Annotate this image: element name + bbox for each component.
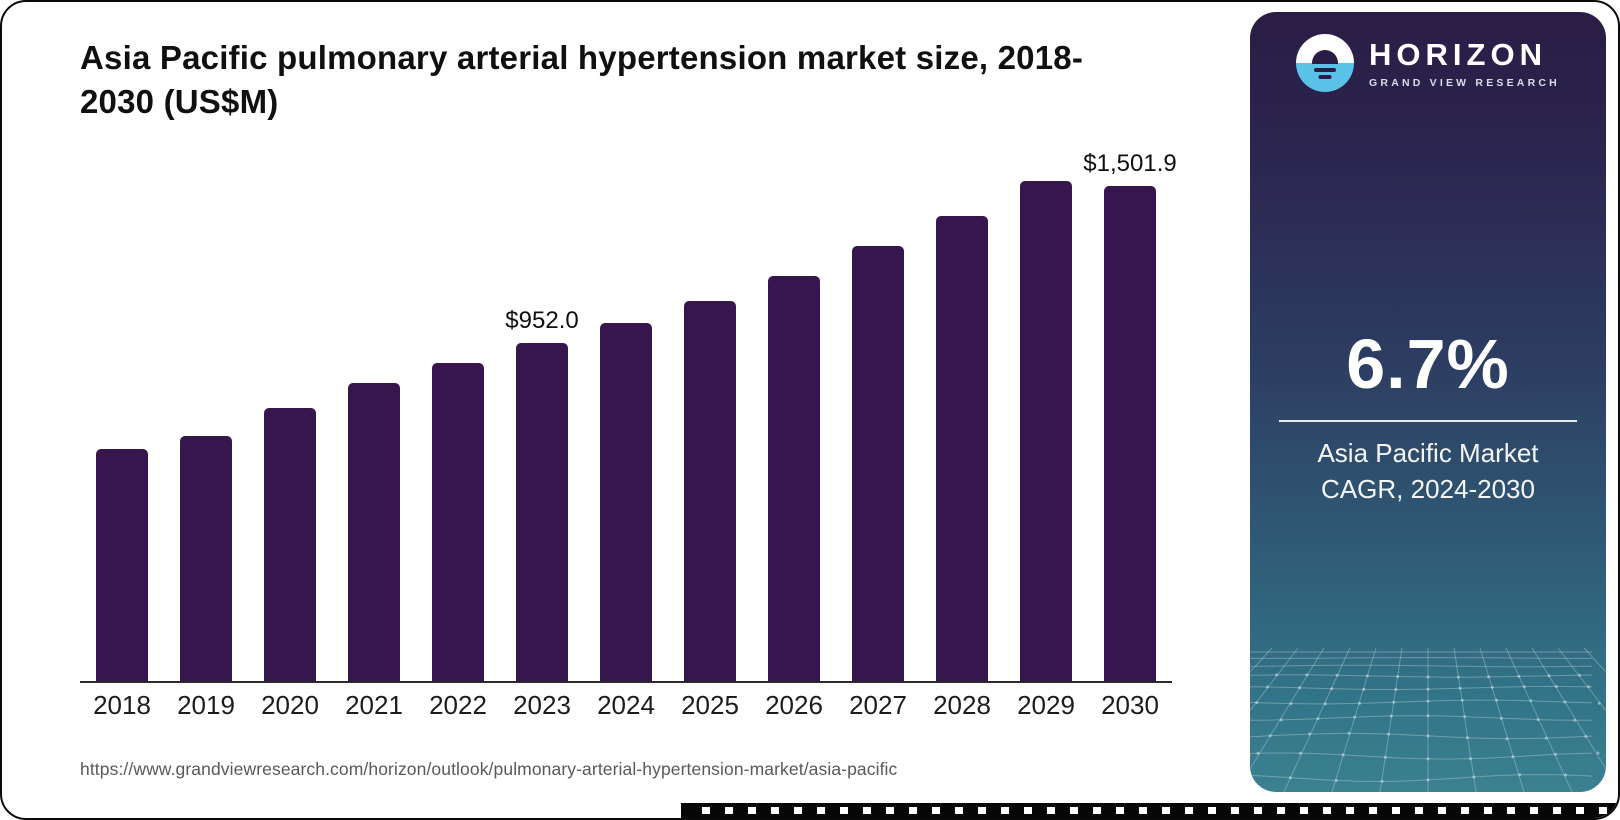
logo-horizon-line: [1314, 68, 1337, 72]
bar-2029: [1020, 180, 1072, 681]
bar-2027: [852, 246, 904, 681]
x-tick-label-2018: 2018: [93, 690, 151, 720]
chart-title: Asia Pacific pulmonary arterial hyperten…: [80, 39, 1084, 120]
cagr-caption-line1: Asia Pacific Market: [1317, 438, 1539, 468]
bar-column-2019: [164, 150, 248, 681]
x-tick-label-2025: 2025: [681, 690, 739, 720]
cagr-caption: Asia Pacific Market CAGR, 2024-2030: [1250, 436, 1606, 508]
x-tick-label-2026: 2026: [765, 690, 823, 720]
bar-2028: [936, 216, 988, 681]
brand-text: HORIZON GRAND VIEW RESEARCH: [1369, 37, 1560, 89]
x-tick-label-2022: 2022: [429, 690, 487, 720]
bar-column-2022: [416, 150, 500, 681]
mesh-pattern: [1250, 647, 1606, 792]
bar-2020: [264, 407, 316, 681]
bar-column-2020: [248, 150, 332, 681]
brand-name: HORIZON: [1369, 37, 1547, 72]
x-tick-label-2028: 2028: [933, 690, 991, 720]
logo-sun-dome: [1312, 50, 1339, 64]
cagr-caption-line2: CAGR, 2024-2030: [1321, 473, 1535, 504]
x-tick-label-2020: 2020: [261, 690, 319, 720]
bar-column-2025: [668, 150, 752, 681]
bar-2025: [684, 301, 736, 681]
bar-2026: [768, 276, 820, 681]
bar-column-2027: [836, 150, 920, 681]
bar-2022: [432, 363, 484, 681]
x-axis-labels: 2018 2019 2020 2021 2022 2023 2024 2025 2026 2027…: [80, 690, 1172, 721]
stat-divider: [1279, 420, 1577, 422]
x-tick-label-2030: 2030: [1101, 690, 1159, 720]
x-tick-label-2023: 2023: [513, 690, 571, 720]
source-url: https://www.grandviewresearch.com/horizo…: [80, 759, 898, 779]
bar-2021: [348, 382, 400, 681]
x-tick-label-2019: 2019: [177, 690, 235, 720]
bar-2018: [96, 448, 148, 681]
bottom-edge-artifact: [680, 803, 1618, 818]
bar-value-label-2030: $1,501.9: [1083, 150, 1177, 177]
brand-tagline: GRAND VIEW RESEARCH: [1369, 77, 1560, 89]
plot-area: $952.0 $1,501.9: [80, 150, 1177, 683]
bar-value-label-2023: $952.0: [505, 307, 579, 335]
cagr-value: 6.7%: [1346, 325, 1510, 403]
bar-column-2021: [332, 150, 416, 681]
bar-column-2018: [80, 150, 164, 681]
bar-2019: [180, 436, 232, 681]
bar-column-2028: [920, 150, 1004, 681]
logo-horizon-line-small: [1318, 75, 1332, 79]
bar-column-2023: $952.0: [500, 150, 584, 681]
bar-column-2026: [752, 150, 836, 681]
x-tick-label-2024: 2024: [597, 690, 655, 720]
sidebar: HORIZON GRAND VIEW RESEARCH 6.7% Asia Pa…: [1250, 12, 1606, 792]
bar-column-2030: $1,501.9: [1083, 150, 1177, 681]
cagr-stat-block: 6.7% Asia Pacific Market CAGR, 2024-2030: [1250, 324, 1606, 508]
bar-2030: [1104, 186, 1156, 681]
bar-2023: [516, 343, 568, 681]
x-tick-label-2029: 2029: [1017, 690, 1075, 720]
x-tick-label-2027: 2027: [849, 690, 907, 720]
bar-2024: [600, 322, 652, 681]
horizon-sun-logo-icon: [1296, 34, 1355, 92]
bar-column-2029: [1004, 150, 1088, 681]
x-tick-label-2021: 2021: [345, 690, 403, 720]
brand-logo-row: HORIZON GRAND VIEW RESEARCH: [1250, 34, 1606, 92]
bar-column-2024: [584, 150, 668, 681]
